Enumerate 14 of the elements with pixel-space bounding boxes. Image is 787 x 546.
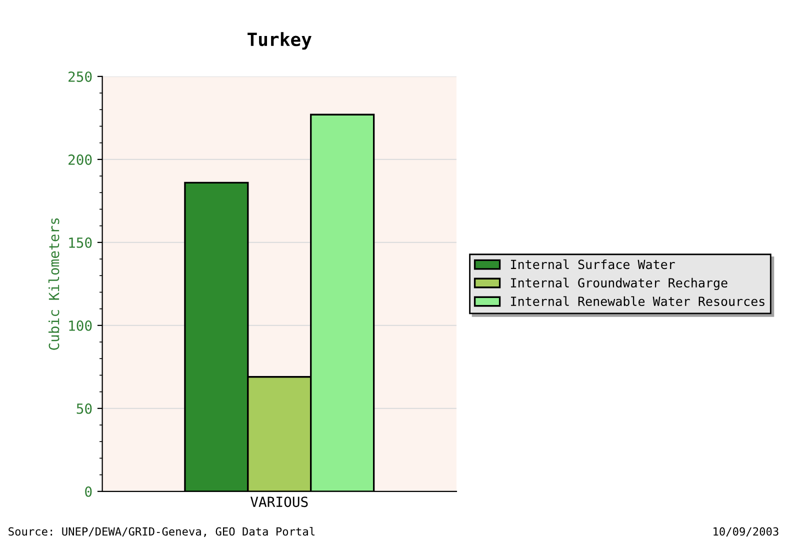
x-tick-label: VARIOUS (250, 496, 308, 508)
legend-label: Internal Groundwater Recharge (511, 278, 728, 290)
y-tick-label: 250 (68, 71, 92, 82)
legend-label: Internal Renewable Water Resources (511, 296, 764, 306)
y-tick-label: 50 (76, 403, 92, 414)
y-tick-label: 100 (69, 320, 92, 331)
y-axis-title: Cubic Kilometers (48, 218, 60, 350)
y-tick-label: 200 (68, 154, 92, 165)
source-note: Source: UNEP/DEWA/GRID-Geneva, GEO Data Portal (8, 526, 315, 538)
y-tick-label: 150 (69, 237, 92, 248)
text: 10/09/2003 (714, 527, 778, 537)
y-tick-label: 0 (85, 486, 92, 497)
legend-label: Internal Surface Water (511, 259, 675, 270)
chart-title: Turkey (248, 32, 312, 50)
